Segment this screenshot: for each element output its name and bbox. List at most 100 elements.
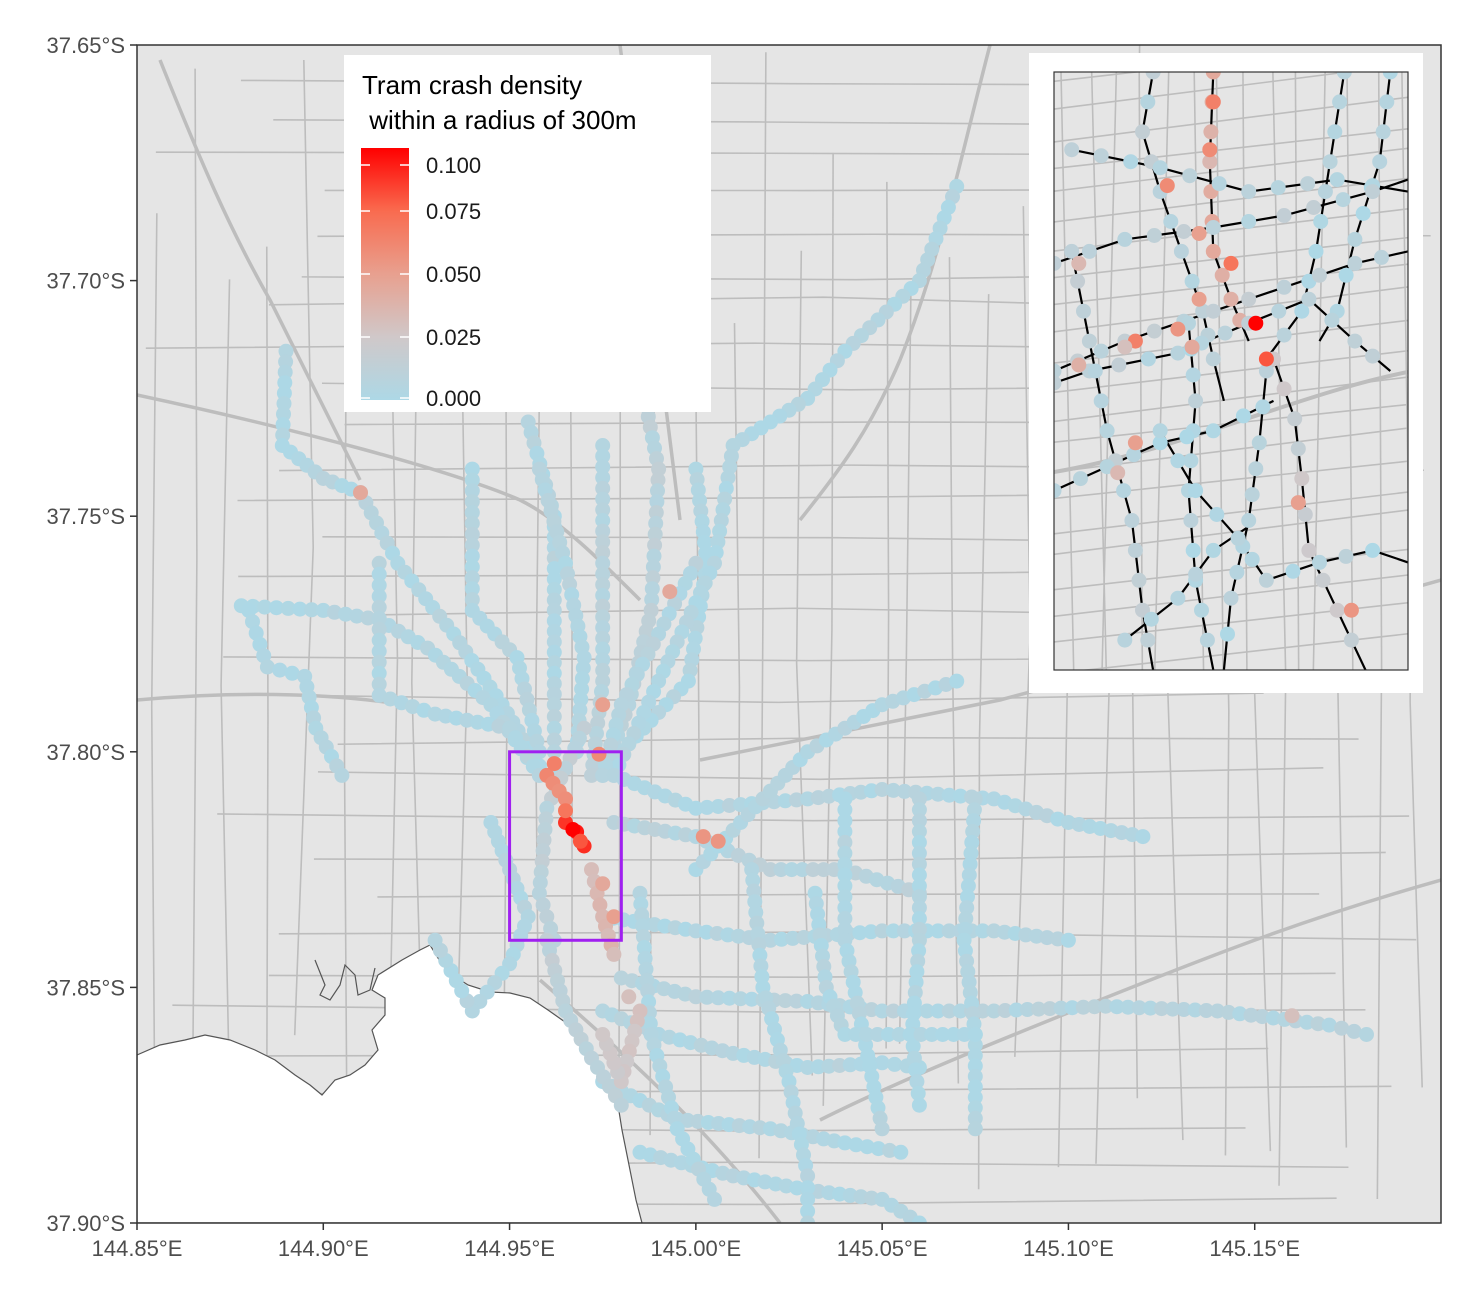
crash-point	[1243, 1007, 1259, 1023]
road	[150, 213, 158, 1200]
inset-crash-point	[1365, 184, 1381, 200]
crash-point	[941, 787, 957, 803]
crash-point	[911, 1215, 927, 1223]
crash-point	[967, 1027, 983, 1042]
inset-crash-point	[1220, 626, 1235, 642]
inset-crash-point	[1184, 273, 1200, 289]
crash-point	[800, 1168, 816, 1184]
crash-point	[638, 961, 654, 977]
major-road	[158, 59, 362, 481]
crash-point	[800, 1191, 816, 1207]
road	[337, 736, 1359, 746]
legend-tick-label: 0.050	[426, 262, 481, 287]
crash-point	[371, 555, 387, 571]
inset-crash-point	[1185, 367, 1201, 383]
crash-point	[837, 845, 853, 861]
inset-crash-point	[1081, 243, 1097, 259]
crash-point	[905, 1038, 921, 1054]
crash-point	[278, 343, 294, 359]
crash-point	[800, 1215, 816, 1223]
inset-crash-point	[1332, 94, 1348, 110]
docks-coast	[314, 959, 376, 1001]
crash-point	[967, 1048, 983, 1063]
crash-point	[464, 515, 480, 531]
crash-point	[930, 786, 946, 802]
crash-point	[546, 634, 562, 650]
crash-point	[371, 610, 387, 626]
x-tick-label: 144.90°E	[278, 1236, 369, 1261]
inset-crash-hotspot	[1258, 351, 1274, 367]
crash-point	[911, 878, 927, 894]
crash-point	[805, 862, 821, 878]
crash-point	[546, 686, 562, 702]
road	[265, 246, 269, 1192]
inset-crash-point	[1152, 160, 1168, 176]
crash-point	[956, 1027, 972, 1042]
crash-point	[852, 925, 868, 941]
panel-border	[136, 44, 1442, 1224]
crash-point	[744, 991, 760, 1007]
crash-point	[595, 502, 611, 518]
inset-crash-point	[1081, 333, 1097, 349]
road	[898, 282, 912, 1044]
crash-point	[967, 1058, 983, 1074]
crash-point	[949, 673, 965, 689]
crash-point	[635, 929, 651, 945]
crash-point	[648, 505, 664, 521]
inset-road	[1054, 491, 1408, 535]
crash-point	[967, 1037, 983, 1053]
crash-point	[837, 802, 853, 818]
crash-point	[967, 1068, 983, 1084]
crash-point	[733, 991, 749, 1007]
crash-point	[930, 1003, 946, 1019]
inset-crash-point	[1276, 381, 1292, 397]
crash-point	[464, 537, 480, 553]
crash-point	[887, 1056, 903, 1072]
crash-point	[334, 767, 350, 783]
crash-point	[821, 1058, 837, 1074]
inset-crash-point	[1294, 303, 1310, 319]
crash-point	[967, 791, 983, 807]
crash-point	[259, 659, 275, 675]
crash-point	[245, 614, 260, 630]
crash-point	[650, 483, 665, 499]
crash-point	[635, 918, 651, 934]
crash-point	[595, 480, 611, 496]
crash-point	[595, 598, 611, 614]
crash-point	[986, 1003, 1002, 1019]
crash-point	[1120, 999, 1136, 1015]
crash-point	[464, 461, 480, 477]
crash-point	[546, 602, 562, 618]
crash-point	[464, 559, 480, 575]
inset-crash-point	[1185, 542, 1201, 558]
crash-point	[874, 1121, 890, 1137]
inset-road	[1346, 72, 1354, 670]
crash-point	[911, 921, 927, 937]
inset-crash-point	[1297, 507, 1313, 522]
crash-point	[859, 1027, 875, 1042]
crash-point	[911, 900, 927, 916]
crash-point	[800, 1227, 815, 1242]
inset-crash-point	[1064, 142, 1080, 158]
crash-point	[277, 375, 293, 391]
crash-point	[595, 566, 611, 582]
inset-crash-point	[1054, 375, 1062, 391]
crash-point	[546, 582, 562, 597]
inset-crash-point	[1140, 632, 1156, 648]
inset-crash-point	[1211, 176, 1227, 192]
crash-point	[595, 459, 611, 475]
crash-point	[292, 601, 308, 617]
crash-point	[777, 993, 793, 1009]
crash-point	[241, 602, 257, 618]
crash-point	[874, 923, 890, 939]
crash-point	[338, 606, 354, 622]
inset-crash-point	[1270, 180, 1286, 196]
crash-point	[935, 1027, 951, 1042]
crash-point	[1008, 1002, 1024, 1018]
inset-road	[1054, 319, 1408, 364]
inset-crash-point	[1140, 94, 1156, 110]
inset-crash-hotspot	[1117, 339, 1133, 355]
inset-crash-hotspot	[1184, 339, 1200, 355]
inset-crash-point	[1244, 551, 1260, 567]
